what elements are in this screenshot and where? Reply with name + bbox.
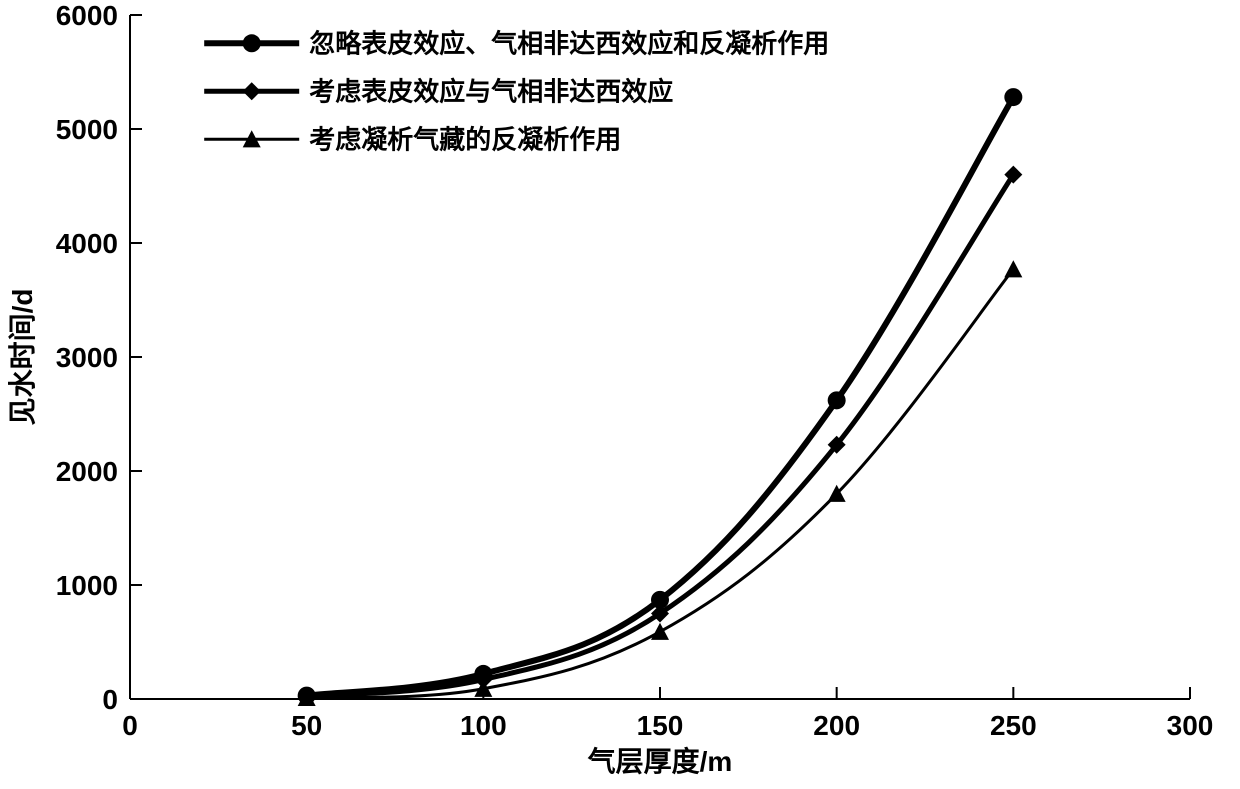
x-axis-title: 气层厚度/m [587,746,733,777]
x-tick-label: 300 [1167,710,1214,741]
y-tick-label: 1000 [56,570,118,601]
x-tick-label: 250 [990,710,1037,741]
y-tick-label: 5000 [56,114,118,145]
x-tick-label: 0 [122,710,138,741]
y-tick-label: 0 [102,684,118,715]
chart-svg: 0501001502002503000100020003000400050006… [0,0,1240,789]
y-tick-label: 3000 [56,342,118,373]
x-tick-label: 200 [813,710,860,741]
x-tick-label: 100 [460,710,507,741]
y-tick-label: 6000 [56,0,118,31]
legend-label: 考虑凝析气藏的反凝析作用 [309,124,621,154]
y-axis-title: 见水时间/d [7,289,38,426]
y-tick-label: 2000 [56,456,118,487]
y-tick-label: 4000 [56,228,118,259]
x-tick-label: 50 [291,710,322,741]
line-chart: 0501001502002503000100020003000400050006… [0,0,1240,789]
x-tick-label: 150 [637,710,684,741]
legend-label: 忽略表皮效应、气相非达西效应和反凝析作用 [309,28,829,58]
legend-label: 考虑表皮效应与气相非达西效应 [309,76,673,106]
